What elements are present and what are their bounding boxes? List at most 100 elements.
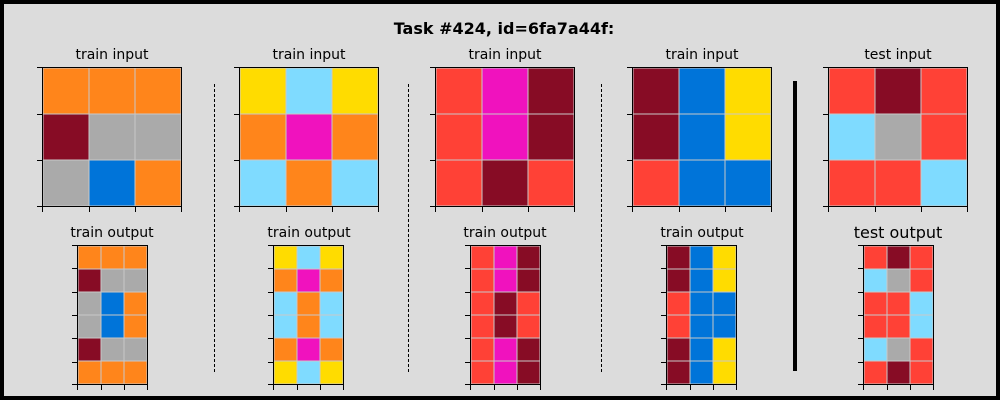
axis-tick (736, 385, 737, 390)
axis-tick (517, 385, 519, 390)
grid-cell (910, 269, 933, 292)
axis-tick (661, 268, 666, 270)
grid-cell (517, 361, 540, 384)
grid-cell (679, 114, 725, 160)
axis-tick (858, 268, 863, 270)
grid-cell (921, 114, 967, 160)
grid-cell (633, 114, 679, 160)
grid-cell (297, 292, 320, 315)
grid-cell (124, 361, 147, 384)
grid-cell (320, 338, 343, 361)
grid-cell (274, 269, 297, 292)
axis-tick (493, 385, 495, 390)
train-input-grid-2 (239, 67, 379, 207)
grid-cell (667, 246, 690, 269)
axis-tick (725, 207, 727, 212)
grid-cell (528, 68, 574, 114)
axis-tick (771, 207, 772, 212)
axis-tick (627, 160, 632, 162)
grid-cell (910, 338, 933, 361)
axis-tick (858, 245, 863, 246)
axis-tick (823, 67, 828, 68)
grid-cell (124, 338, 147, 361)
test-separator-line (793, 81, 797, 371)
axis-tick (858, 338, 863, 340)
grid-cell (482, 68, 528, 114)
grid-cell (297, 269, 320, 292)
grid-cell (286, 68, 332, 114)
train-output-label-2: train output (267, 225, 351, 241)
grid-cell (517, 269, 540, 292)
axis-tick (147, 385, 148, 390)
axis-tick (268, 291, 273, 293)
axis-tick (37, 206, 42, 207)
axis-tick (470, 385, 471, 390)
grid-cell (101, 315, 124, 338)
axis-tick (239, 207, 240, 212)
axis-tick (666, 385, 667, 390)
grid-cell (471, 361, 494, 384)
grid-cell (297, 246, 320, 269)
grid-cell (471, 292, 494, 315)
axis-tick (37, 67, 42, 68)
axis-tick (689, 385, 691, 390)
axis-tick (828, 207, 829, 212)
grid-cell (679, 68, 725, 114)
grid-cell (101, 292, 124, 315)
train-output-grid-2 (273, 245, 344, 385)
axis-tick (268, 268, 273, 270)
grid-cell (517, 246, 540, 269)
grid-cell (494, 361, 517, 384)
grid-cell (517, 292, 540, 315)
axis-tick (268, 338, 273, 340)
axis-tick (430, 160, 435, 162)
axis-tick (528, 207, 530, 212)
axis-tick (858, 315, 863, 316)
axis-tick (465, 384, 470, 385)
axis-tick (100, 385, 102, 390)
axis-tick (430, 206, 435, 207)
separator-line-2 (408, 84, 409, 372)
axis-tick (124, 385, 126, 390)
axis-tick (465, 315, 470, 316)
grid-cell (528, 160, 574, 206)
grid-cell (101, 269, 124, 292)
grid-cell (667, 315, 690, 338)
grid-cell (43, 68, 89, 114)
grid-cell (240, 114, 286, 160)
grid-cell (528, 114, 574, 160)
grid-cell (78, 269, 101, 292)
axis-tick (72, 315, 77, 316)
grid-cell (494, 269, 517, 292)
grid-cell (274, 246, 297, 269)
axis-tick (234, 67, 239, 68)
grid-cell (713, 338, 736, 361)
grid-cell (471, 269, 494, 292)
grid-cell (240, 68, 286, 114)
grid-cell (690, 338, 713, 361)
axis-tick (627, 67, 632, 68)
axis-tick (72, 384, 77, 385)
axis-tick (661, 338, 666, 340)
grid-cell (910, 315, 933, 338)
axis-tick (858, 361, 863, 363)
grid-cell (494, 292, 517, 315)
grid-cell (829, 160, 875, 206)
grid-cell (320, 269, 343, 292)
axis-tick (378, 207, 379, 212)
grid-cell (494, 246, 517, 269)
axis-tick (430, 67, 435, 68)
grid-cell (274, 292, 297, 315)
grid-cell (124, 246, 147, 269)
axis-tick (296, 385, 298, 390)
axis-tick (88, 207, 90, 212)
grid-cell (517, 338, 540, 361)
grid-cell (482, 114, 528, 160)
axis-tick (921, 207, 923, 212)
grid-cell (910, 246, 933, 269)
axis-tick (343, 385, 344, 390)
grid-cell (667, 338, 690, 361)
axis-tick (37, 160, 42, 162)
axis-tick (181, 207, 182, 212)
